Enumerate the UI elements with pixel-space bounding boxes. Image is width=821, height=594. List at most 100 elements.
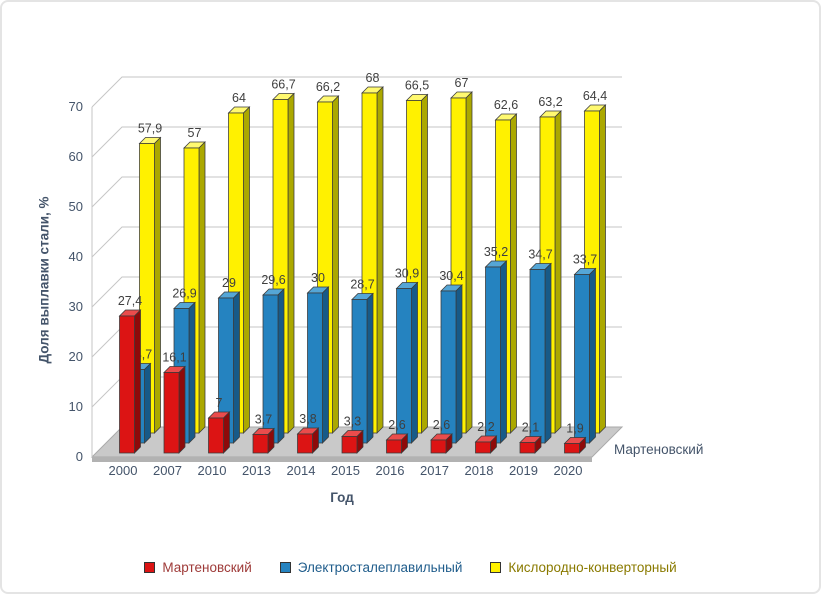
bar-side-Кислородно-конверторный-2014 <box>332 95 339 434</box>
depth-axis-label: Мартеновский <box>614 442 703 457</box>
x-category-label: 2015 <box>331 463 360 478</box>
bar-data-label: 30 <box>311 271 325 285</box>
x-category-label: 2014 <box>287 463 316 478</box>
bar-side-Электросталеплавильный-2018 <box>500 260 507 444</box>
bar-side-Кислородно-конверторный-2007 <box>198 141 206 434</box>
x-category-label: 2000 <box>109 463 138 478</box>
bar-data-label: 66,2 <box>316 80 340 94</box>
bar-side-Кислородно-конверторный-2016 <box>421 93 428 434</box>
bar-Мартеновский-2017 <box>430 439 447 454</box>
legend-label: Мартеновский <box>162 559 252 575</box>
bar-data-label: 62,6 <box>494 98 518 112</box>
bar-data-label: 2,6 <box>388 418 405 432</box>
y-axis-title: Доля выплавки стали, % <box>36 196 52 364</box>
legend-item-2: Кислородно-конверторный <box>490 559 677 575</box>
bar-side-Электросталеплавильный-2017 <box>455 284 463 444</box>
bar-data-label: 1,9 <box>566 422 583 436</box>
chart-legend: Мартеновский Электросталеплавильный Кислор… <box>2 554 819 580</box>
bar-side-Электросталеплавильный-2013 <box>277 288 285 444</box>
bar-side-Кислородно-конверторный-2018 <box>510 113 517 434</box>
bar-data-label: 64 <box>232 91 246 105</box>
bar-Мартеновский-2013 <box>252 434 269 454</box>
bar-data-label: 30,4 <box>439 269 463 283</box>
bar-side-Кислородно-конверторный-2013 <box>287 92 295 434</box>
bar-data-label: 29,6 <box>261 273 285 287</box>
legend-swatch-icon <box>279 561 291 573</box>
bar-Мартеновский-2015 <box>341 436 358 454</box>
y-tick-label: 50 <box>69 199 83 214</box>
bar-Электросталеплавильный-2019 <box>529 269 546 444</box>
bar-data-label: 34,7 <box>528 248 552 262</box>
x-category-label: 2018 <box>465 463 494 478</box>
bar-side-Электросталеплавильный-2019 <box>544 262 552 444</box>
y-tick-label: 60 <box>69 149 83 164</box>
y-tick-label: 0 <box>76 449 83 464</box>
y-tick-label: 40 <box>69 249 83 264</box>
bar-data-label: 29 <box>222 276 236 290</box>
bar-side-Электросталеплавильный-2014 <box>322 286 329 444</box>
x-category-label: 2007 <box>153 463 182 478</box>
bar-side-Мартеновский-2000 <box>134 309 141 454</box>
bar-data-label: 16,1 <box>162 351 186 365</box>
bar-data-label: 3,8 <box>299 412 316 426</box>
bar-data-label: 33,7 <box>573 253 597 267</box>
y-tick-label: 70 <box>69 99 83 114</box>
gridline <box>91 76 622 108</box>
bar-Мартеновский-2020 <box>564 443 580 454</box>
bar-side-Кислородно-конверторный-2000 <box>154 136 161 434</box>
bar-side-Электросталеплавильный-2020 <box>589 267 596 444</box>
bar-data-label: 3,3 <box>344 415 361 429</box>
bar-data-label: 2,2 <box>477 420 494 434</box>
bar-data-label: 26,9 <box>172 287 196 301</box>
bar-side-Кислородно-конверторный-2020 <box>599 104 606 434</box>
bar-Мартеновский-2014 <box>297 433 313 454</box>
bar-Мартеновский-2000 <box>119 315 135 454</box>
bar-data-label: 27,4 <box>118 294 142 308</box>
bar-data-label: 63,2 <box>538 95 562 109</box>
bar-side-Электросталеплавильный-2015 <box>366 292 374 444</box>
legend-item-1: Электросталеплавильный <box>279 560 462 575</box>
bar-data-label: 2,1 <box>522 421 539 435</box>
bar-data-label: 35,2 <box>484 245 508 259</box>
y-tick-label: 20 <box>69 349 83 364</box>
bar-side-Кислородно-конверторный-2017 <box>465 91 473 434</box>
x-category-label: 2016 <box>376 463 405 478</box>
bar-Мартеновский-2007 <box>163 372 180 454</box>
legend-swatch-icon <box>144 561 156 573</box>
chart-floor-front-edge <box>92 457 592 462</box>
x-category-label: 2010 <box>198 463 227 478</box>
bar-Электросталеплавильный-2020 <box>574 274 590 444</box>
legend-swatch-icon <box>490 561 502 573</box>
legend-label: Кислородно-конверторный <box>508 559 677 575</box>
x-category-label: 2020 <box>554 463 583 478</box>
bar-data-label: 66,7 <box>271 78 295 92</box>
bar-side-Электросталеплавильный-2000 <box>144 362 151 444</box>
bar-side-Кислородно-конверторный-2010 <box>243 106 250 434</box>
bar-data-label: 66,5 <box>405 79 429 93</box>
bar-data-label: 68 <box>366 71 380 85</box>
bar-Мартеновский-2019 <box>519 442 536 454</box>
bar-data-label: 7 <box>216 396 223 410</box>
bar-side-Электросталеплавильный-2007 <box>188 301 196 444</box>
bar-data-label: 57 <box>188 126 202 140</box>
legend-item-0: Мартеновский <box>144 559 252 575</box>
bar-Электросталеплавильный-2018 <box>485 266 501 444</box>
bar-data-label: 64,4 <box>583 89 607 103</box>
bar-side-Кислородно-конверторный-2015 <box>376 86 384 434</box>
bar-side-Кислородно-конверторный-2019 <box>554 110 562 434</box>
y-tick-label: 30 <box>69 299 83 314</box>
bar-data-label: 2,6 <box>433 418 450 432</box>
bar-data-label: 57,9 <box>138 122 162 136</box>
bar-data-label: 28,7 <box>350 278 374 292</box>
bar-side-Электросталеплавильный-2010 <box>233 291 240 444</box>
bar-side-Электросталеплавильный-2016 <box>411 281 418 444</box>
bar-side-Мартеновский-2007 <box>178 365 186 454</box>
bar-data-label: 3,7 <box>255 413 272 427</box>
x-category-label: 2017 <box>420 463 449 478</box>
bar-Мартеновский-2018 <box>475 441 491 454</box>
x-axis-title: Год <box>330 490 354 505</box>
bar-data-label: 67 <box>455 76 469 90</box>
bar-Мартеновский-2016 <box>386 439 402 454</box>
